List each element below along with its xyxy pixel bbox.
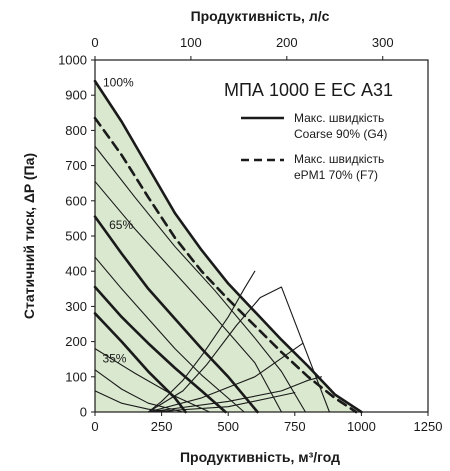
x2-tick-label: 100	[180, 35, 202, 50]
x-tick-label: 1250	[414, 419, 443, 434]
legend: МПА 1000 Е ЕС А31 Макс. швидкість Coarse…	[222, 70, 420, 190]
legend-item-1-line2: Coarse 90% (G4)	[294, 127, 387, 141]
y-tick-label: 300	[65, 299, 87, 314]
series-line-13	[147, 270, 256, 413]
y-tick-label: 200	[65, 334, 87, 349]
y-tick-label: 600	[65, 193, 87, 208]
series-line-16	[147, 392, 296, 413]
area-fill-layer	[95, 81, 362, 413]
series-line-12	[147, 286, 330, 413]
series-line-1	[93, 79, 363, 414]
series-line-14	[147, 342, 304, 413]
legend-item-1-line1: Макс. швидкість	[294, 111, 384, 125]
series-line-15	[147, 376, 322, 413]
curve-label: 65%	[109, 218, 133, 232]
x-tick-label: 500	[217, 419, 239, 434]
curve-label: 35%	[102, 352, 126, 366]
tick-layer: 0 250 500 750 1000 1250 0 100 200 300 0 100 200 300 40…	[58, 35, 442, 434]
y-tick-label: 400	[65, 264, 87, 279]
x2-tick-label: 300	[372, 35, 394, 50]
series-line-9	[94, 348, 211, 413]
series-layer	[93, 79, 363, 414]
y-tick-label: 1000	[58, 53, 87, 68]
chart-title: МПА 1000 Е ЕС А31	[224, 80, 393, 100]
x-tick-label: 0	[91, 419, 98, 434]
curve-label: 100%	[103, 75, 134, 89]
y-tick-label: 0	[80, 405, 87, 420]
series-line-4	[94, 180, 283, 413]
legend-item-2-line2: ePM1 70% (F7)	[294, 168, 378, 182]
x-axis-title: Продуктивність, м³/год	[180, 449, 340, 465]
series-line-6	[94, 256, 245, 413]
curve-label-layer: 100% 65% 35%	[102, 75, 134, 365]
y-tick-label: 800	[65, 123, 87, 138]
series-line-7	[93, 285, 227, 414]
legend-item-2-line1: Макс. швидкість	[294, 152, 384, 166]
x-tick-label: 750	[284, 419, 306, 434]
y-tick-label: 100	[65, 369, 87, 384]
area-fill	[95, 81, 362, 413]
series-line-3	[94, 145, 307, 413]
y-tick-label: 900	[65, 88, 87, 103]
legend-background	[222, 70, 420, 190]
x-tick-label: 250	[151, 419, 173, 434]
series-line-8	[93, 312, 187, 414]
x-tick-label: 1000	[347, 419, 376, 434]
y-tick-label: 500	[65, 229, 87, 244]
y-axis-title: Статичний тиск, ΔP (Па)	[21, 153, 37, 319]
series-line-2	[93, 116, 358, 414]
x2-axis-title: Продуктивність, л/с	[191, 8, 330, 24]
series-line-5	[93, 215, 259, 414]
x2-tick-label: 200	[276, 35, 298, 50]
y-tick-label: 700	[65, 158, 87, 173]
x2-tick-label: 0	[91, 35, 98, 50]
